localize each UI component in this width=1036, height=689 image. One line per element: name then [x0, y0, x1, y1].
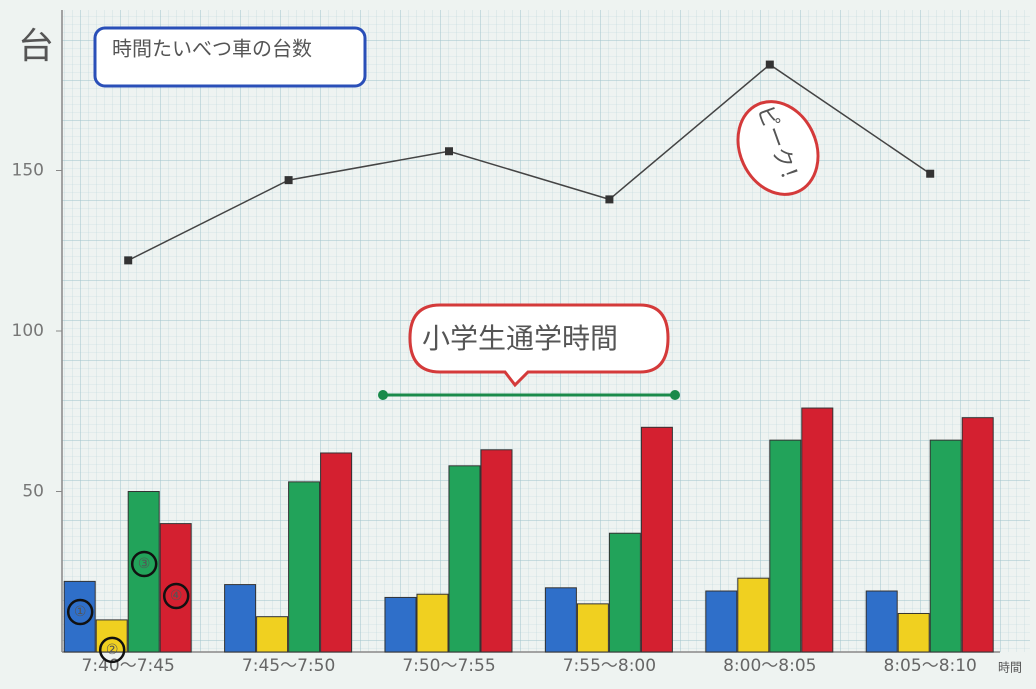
- line: [127, 63, 931, 262]
- bar: [224, 584, 257, 653]
- bar: [705, 590, 738, 653]
- x-tick-label: 7:40～7:45: [82, 656, 175, 676]
- legend-label: ②: [106, 642, 119, 658]
- bar: [544, 587, 577, 653]
- callout: [408, 303, 670, 388]
- y-tick-label: 150: [12, 161, 44, 181]
- x-axis-label: 時間: [998, 661, 1022, 675]
- x-tick-label: 8:00～8:05: [723, 656, 816, 676]
- peak-bubble: [736, 100, 820, 196]
- bar: [737, 577, 770, 653]
- x-tick-label: 7:55～8:00: [563, 656, 656, 676]
- title-box: [93, 26, 367, 88]
- bar: [576, 603, 609, 653]
- line-point: [124, 256, 133, 265]
- y-tick-label: 50: [22, 482, 44, 502]
- bar: [480, 449, 513, 653]
- y-tick-label: 100: [12, 321, 44, 341]
- x-tick-label: 8:05～8:10: [884, 656, 977, 676]
- bar: [929, 439, 962, 653]
- range-end: [378, 390, 388, 400]
- legend-marker: [66, 598, 94, 626]
- bar: [320, 452, 353, 653]
- legend-marker: [130, 550, 158, 578]
- legend-label: ④: [170, 588, 183, 604]
- bar: [640, 426, 673, 653]
- bar: [256, 616, 289, 653]
- bar: [801, 407, 834, 653]
- legend-label: ①: [74, 604, 87, 620]
- chart-title: 時間たいべつ車の台数: [112, 37, 312, 61]
- range-end: [670, 390, 680, 400]
- bar: [288, 481, 321, 653]
- legend-marker: [98, 636, 126, 664]
- legend-marker: [162, 582, 190, 610]
- line-point: [605, 195, 614, 204]
- y-axis-label: 台: [18, 26, 54, 67]
- bar: [897, 612, 930, 653]
- line-point: [284, 176, 293, 185]
- annotation: 小学生通学時間: [422, 322, 618, 355]
- line-point: [765, 60, 774, 69]
- x-tick-label: 7:45～7:50: [242, 656, 335, 676]
- bar: [769, 439, 802, 653]
- legend-label: ③: [138, 556, 151, 572]
- line-point: [445, 147, 453, 156]
- bar: [384, 596, 417, 653]
- bar: [961, 417, 994, 653]
- line-point: [926, 169, 935, 178]
- bar: [865, 590, 898, 653]
- x-tick-label: 7:50～7:55: [402, 656, 495, 676]
- bar: [416, 593, 449, 653]
- bar: [448, 465, 481, 653]
- bar: [608, 532, 641, 653]
